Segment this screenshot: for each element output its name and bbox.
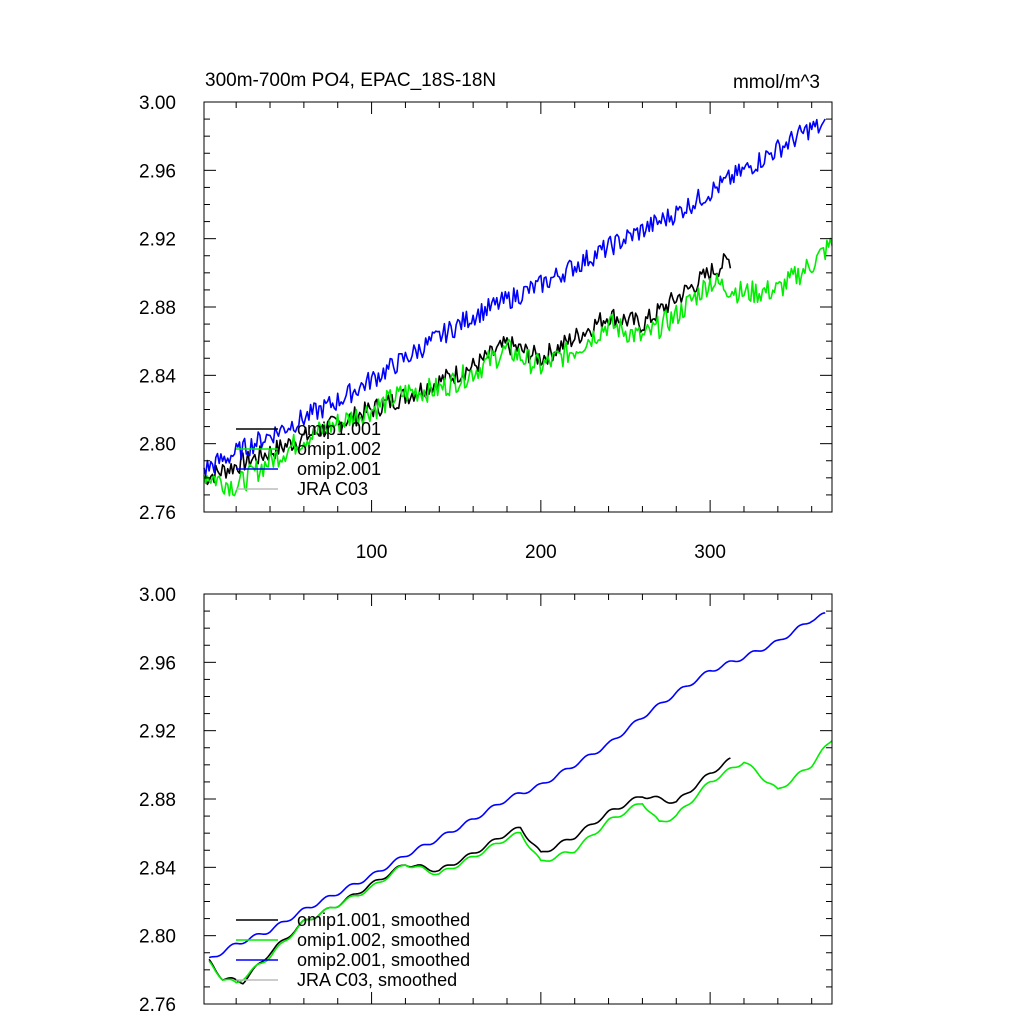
- y-tick-label: 3.00: [139, 93, 176, 114]
- y-tick-labels: 2.76 2.80 2.84 2.88 2.92 2.96 3.00: [139, 585, 176, 1016]
- axis-ticks: [204, 593, 832, 1005]
- y-tick-labels: 2.76 2.80 2.84 2.88 2.92 2.96 3.00: [139, 93, 176, 524]
- x-tick-label: 100: [356, 542, 388, 563]
- series-line: [203, 253, 732, 486]
- y-tick-label: 2.88: [139, 790, 176, 811]
- legend-label: omip1.001: [297, 419, 381, 439]
- y-tick-label: 2.96: [139, 653, 176, 674]
- y-tick-label: 2.76: [139, 995, 176, 1016]
- y-tick-label: 2.80: [139, 435, 176, 456]
- legend-label: omip1.002: [297, 439, 381, 459]
- chart-title: 300m-700m PO4, EPAC_18S-18N: [205, 70, 496, 91]
- y-tick-label: 2.84: [139, 858, 176, 879]
- legend-label: omip1.001, smoothed: [297, 910, 470, 930]
- top-chart-panel: 300m-700m PO4, EPAC_18S-18N mmol/m^3 2.7…: [139, 70, 833, 563]
- y-tick-label: 2.84: [139, 366, 176, 387]
- y-tick-label: 2.76: [139, 503, 176, 524]
- y-tick-label: 2.92: [139, 230, 176, 251]
- series-line: [203, 237, 833, 497]
- legend-label: omip1.002, smoothed: [297, 930, 470, 950]
- series-line: [208, 740, 833, 984]
- x-tick-label: 300: [694, 542, 726, 563]
- legend-label: JRA C03: [297, 479, 368, 499]
- legend-label: JRA C03, smoothed: [297, 970, 457, 990]
- y-tick-label: 2.80: [139, 927, 176, 948]
- series-line: [208, 612, 826, 959]
- series-lines: [208, 612, 833, 985]
- legend-label: omip2.001: [297, 459, 381, 479]
- y-tick-label: 2.96: [139, 161, 176, 182]
- x-tick-label: 200: [525, 542, 557, 563]
- x-tick-labels: 100 200 300: [356, 542, 726, 563]
- legend-label: omip2.001, smoothed: [297, 950, 470, 970]
- units-label: mmol/m^3: [733, 72, 820, 93]
- axis-ticks: [204, 101, 832, 513]
- series-line: [203, 118, 826, 476]
- series-lines: [203, 118, 833, 497]
- y-tick-label: 2.92: [139, 722, 176, 743]
- bottom-chart-panel: 2.76 2.80 2.84 2.88 2.92 2.96 3.00 omip1.001, …: [139, 585, 833, 1016]
- y-tick-label: 3.00: [139, 585, 176, 606]
- y-tick-label: 2.88: [139, 298, 176, 319]
